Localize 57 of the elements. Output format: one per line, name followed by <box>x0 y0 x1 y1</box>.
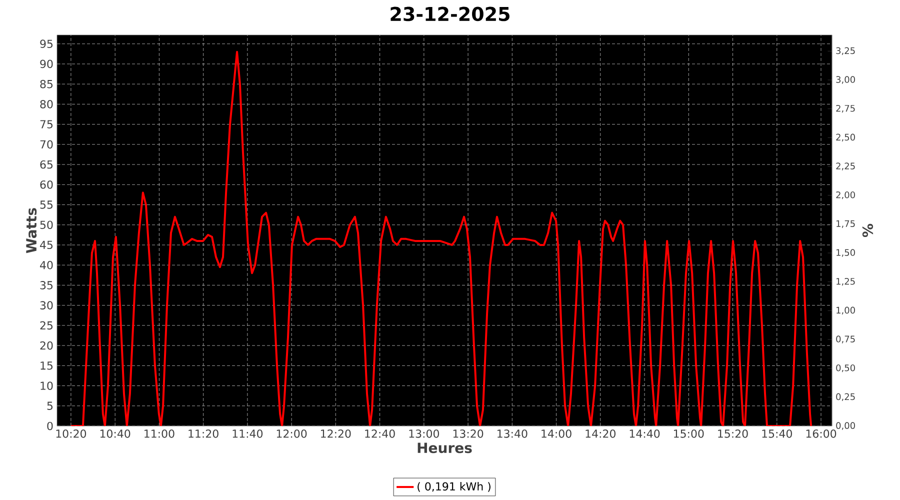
y-tick-label: 55 <box>40 200 53 209</box>
x-tick-label: 12:20 <box>321 430 351 438</box>
y2-tick-label: 1,50 <box>836 249 855 257</box>
y-tick-label: 5 <box>47 402 53 410</box>
x-tick-label: 15:20 <box>718 430 748 438</box>
x-tick-label: 15:40 <box>762 430 792 438</box>
y-tick-label: 60 <box>40 180 53 189</box>
chart-title: 23-12-2025 <box>390 6 510 22</box>
y-tick-label: 50 <box>40 220 53 230</box>
x-tick-label: 13:20 <box>453 430 484 438</box>
y2-tick-label: 0,00 <box>836 422 855 430</box>
y-tick-label: 0 <box>47 422 53 430</box>
y2-axis-title: % <box>862 224 874 238</box>
x-tick-label: 14:20 <box>586 430 616 438</box>
x-tick-label: 11:00 <box>144 430 174 438</box>
x-tick-label: 12:40 <box>365 430 395 438</box>
y2-tick-label: 1,25 <box>836 278 855 286</box>
y-tick-label: 35 <box>40 281 53 290</box>
y-tick-label: 70 <box>40 140 53 149</box>
x-tick-label: 13:40 <box>498 430 528 438</box>
x-axis-title: Heures <box>418 442 472 454</box>
y-tick-label: 20 <box>40 341 53 350</box>
y-tick-label: 10 <box>40 382 53 390</box>
y-tick-label: 75 <box>40 120 53 128</box>
x-tick-label: 11:20 <box>188 430 218 438</box>
y-tick-label: 85 <box>40 80 53 88</box>
x-tick-label: 15:00 <box>674 430 704 438</box>
y2-tick-label: 3,00 <box>836 76 855 84</box>
y-tick-label: 25 <box>40 321 53 330</box>
y-tick-label: 40 <box>40 260 53 270</box>
x-tick-label: 14:00 <box>542 430 572 438</box>
y2-tick-label: 2,00 <box>836 191 855 200</box>
y-tick-label: 95 <box>40 40 53 48</box>
y-tick-label: 65 <box>40 160 53 169</box>
x-tick-label: 10:20 <box>56 430 86 438</box>
y2-tick-label: 0,25 <box>836 393 855 402</box>
x-tick-label: 14:40 <box>630 430 660 438</box>
y-tick-label: 15 <box>40 362 53 370</box>
y2-tick-label: 3,25 <box>836 47 855 56</box>
y2-tick-label: 1,00 <box>836 306 855 315</box>
y2-tick-label: 0,50 <box>836 364 855 372</box>
y-tick-label: 90 <box>40 60 53 68</box>
x-tick-label: 16:00 <box>806 430 836 438</box>
y-axis-title: Watts <box>26 208 37 254</box>
x-tick-label: 13:00 <box>409 430 440 438</box>
y-tick-label: 30 <box>40 301 53 310</box>
x-tick-label: 12:00 <box>276 430 307 438</box>
y-tick-label: 80 <box>40 100 53 108</box>
y2-tick-label: 1,75 <box>836 220 855 228</box>
y2-tick-label: 2,50 <box>836 134 855 142</box>
y2-tick-label: 2,25 <box>836 162 855 170</box>
y2-tick-label: 0,75 <box>836 336 855 344</box>
legend-label: ( 0,191 kWh ) <box>418 482 490 492</box>
x-tick-label: 11:40 <box>232 430 263 438</box>
y2-tick-label: 2,75 <box>836 104 855 113</box>
x-tick-label: 10:40 <box>100 430 130 438</box>
y-tick-label: 45 <box>40 240 53 250</box>
